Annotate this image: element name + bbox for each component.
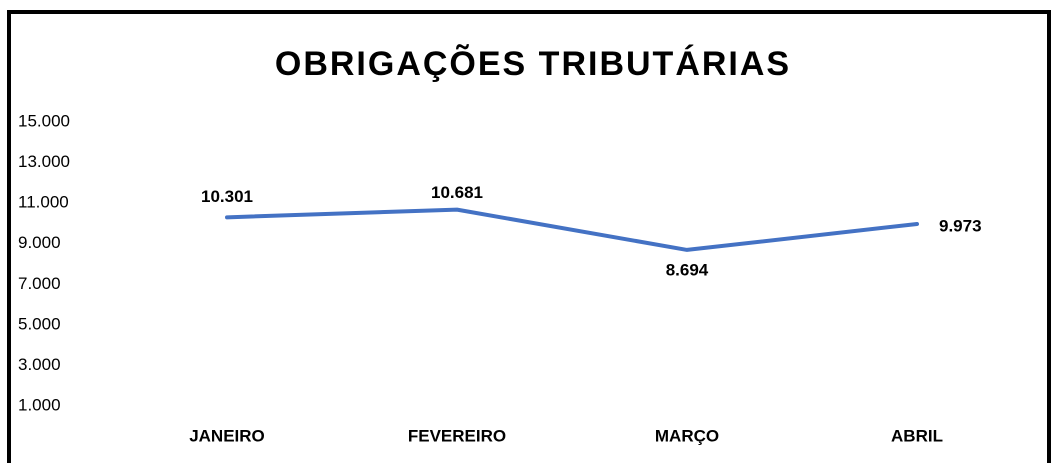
x-tick-label: JANEIRO bbox=[189, 426, 265, 445]
x-tick-label: FEVEREIRO bbox=[408, 426, 506, 445]
y-tick-label: 9.000 bbox=[18, 233, 61, 252]
y-tick-label: 13.000 bbox=[18, 152, 70, 171]
x-tick-label: ABRIL bbox=[891, 426, 943, 445]
x-tick-label: MARÇO bbox=[655, 426, 719, 445]
chart-title: OBRIGAÇÕES TRIBUTÁRIAS bbox=[275, 45, 791, 83]
y-tick-label: 3.000 bbox=[18, 355, 61, 374]
y-tick-label: 11.000 bbox=[18, 193, 69, 212]
line bbox=[225, 207, 919, 252]
y-tick-label: 5.000 bbox=[18, 314, 61, 333]
y-tick-label: 7.000 bbox=[18, 274, 61, 293]
y-tick-label: 1.000 bbox=[18, 395, 61, 414]
chart-border bbox=[7, 10, 1051, 463]
data-label: 8.694 bbox=[666, 260, 709, 279]
data-label: 10.681 bbox=[431, 183, 483, 202]
y-tick-label: 15.000 bbox=[18, 111, 70, 130]
data-label: 9.973 bbox=[939, 216, 982, 235]
data-label: 10.301 bbox=[201, 187, 253, 206]
